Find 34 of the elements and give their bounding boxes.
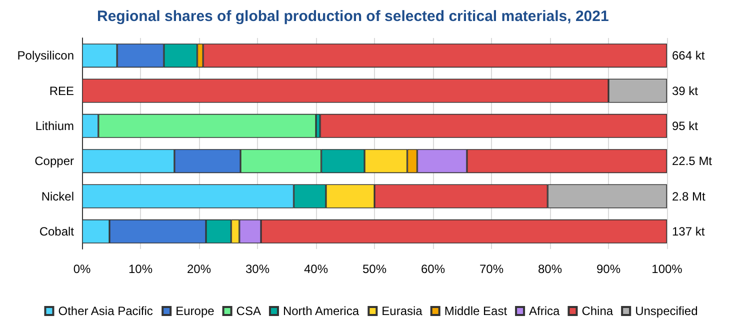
y-tick-label: Cobalt [39,224,75,238]
text: 39 kt [672,84,699,98]
text: 2.8 Mt [672,189,706,204]
chart-title: Regional shares of global production of selected critical materials, 2021 [97,8,609,25]
x-tick-label: 20% [186,262,212,276]
legend-label: Africa [529,304,560,318]
y-tick-label: Nickel [41,189,74,204]
y-tick-label: Polysilicon [17,48,74,63]
x-tick-label: 100% [652,262,683,276]
legend-label: Eurasia [382,304,423,318]
y-tick-label: Lithium [35,118,74,133]
legend-label: China [582,304,614,318]
text: 137 kt [672,224,706,238]
legend-label: Middle East [444,304,508,318]
x-tick-label: 10% [128,262,153,276]
legend-label: Other Asia Pacific [58,304,153,318]
x-tick-label: 60% [420,262,446,276]
x-tick-label: 50% [362,262,387,276]
x-tick-label: 70% [479,262,504,276]
bar [320,114,667,138]
y-tick-label: Copper [34,154,74,168]
text: 664 kt [672,48,706,63]
text: 95 kt [672,118,699,133]
y-tick-label: REE [49,84,74,98]
text: 22.5 Mt [672,154,713,168]
x-tick-label: 90% [596,262,621,276]
x-tick-label: 80% [538,262,562,276]
legend-label: Europe [176,304,215,318]
legend-label: Unspecified [635,304,698,318]
legend-label: North America [282,304,360,318]
legend-label: CSA [236,304,261,318]
x-tick-label: 40% [304,262,328,276]
x-tick-label: 0% [73,262,91,276]
x-tick-label: 30% [245,262,270,276]
